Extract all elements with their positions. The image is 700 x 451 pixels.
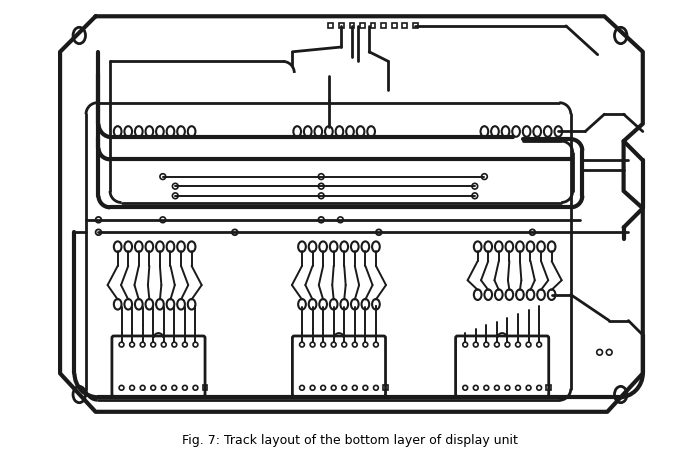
Bar	[402, 24, 407, 29]
Bar	[413, 24, 418, 29]
Bar	[328, 24, 333, 29]
Bar	[339, 24, 344, 29]
Bar	[349, 24, 354, 29]
Bar	[360, 24, 365, 29]
Bar	[383, 386, 388, 390]
Text: Fig. 7: Track layout of the bottom layer of display unit: Fig. 7: Track layout of the bottom layer…	[182, 433, 518, 446]
Bar	[202, 386, 207, 390]
Bar	[392, 24, 397, 29]
Bar	[382, 24, 386, 29]
Bar	[370, 24, 375, 29]
Bar	[546, 386, 551, 390]
